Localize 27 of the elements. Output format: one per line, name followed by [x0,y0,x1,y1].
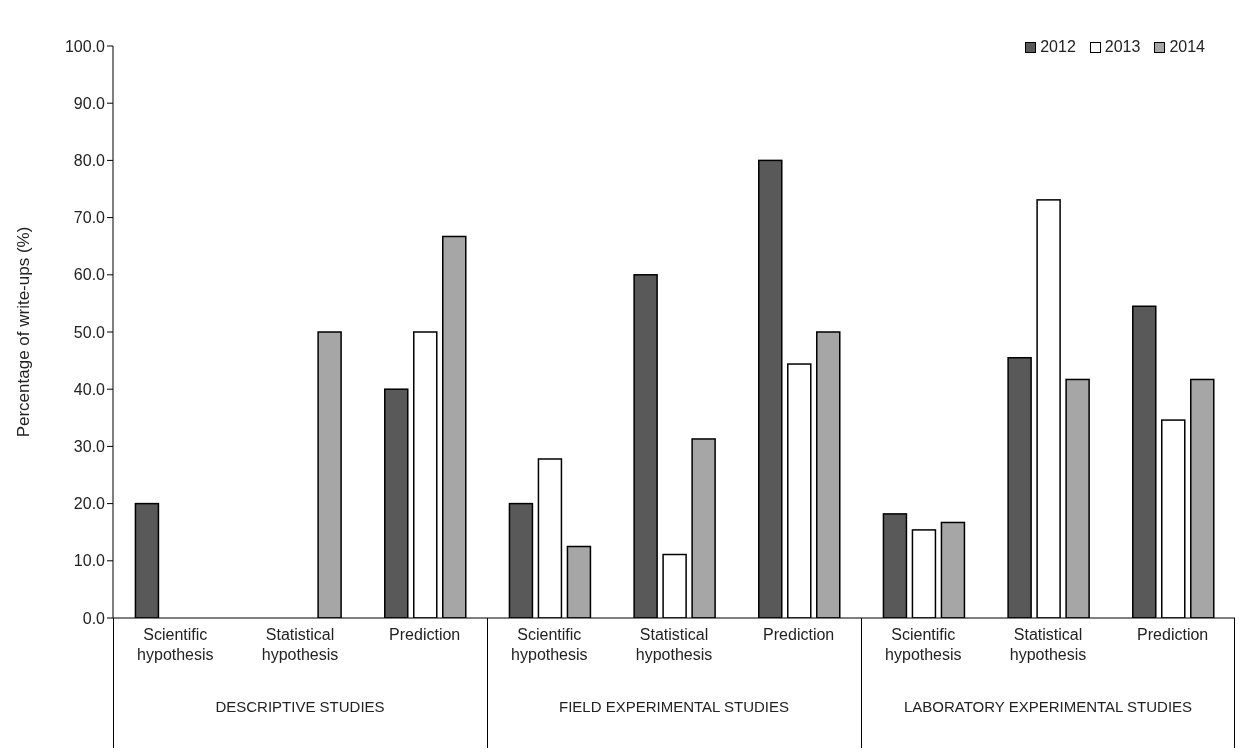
y-tick-label: 100.0 [64,37,106,55]
x-tick-label: Statistical hypothesis [1009,626,1087,663]
x-tick-label: Prediction [1137,626,1209,643]
text: LABORATORY EXPERIMENTAL STUDIES [902,698,1194,715]
y-tick-label: 0.0 [82,609,106,627]
y-tick-label: 80.0 [73,152,106,170]
y-tick-label: 90.0 [73,94,106,112]
y-tick-label: 60.0 [73,266,106,284]
x-tick-label: Scientific hypothesis [885,626,962,663]
y-tick-label: 30.0 [73,438,106,456]
x-tick-label: Scientific hypothesis [137,626,214,663]
x-tick-label: Scientific hypothesis [511,626,588,663]
y-tick-label: 40.0 [73,380,106,398]
legend-label: 2012 [1039,38,1076,56]
x-tick-label: Prediction [763,626,835,643]
x-tick-label: Statistical hypothesis [261,626,339,663]
text: DESCRIPTIVE STUDIES [214,698,386,715]
y-axis-title: Percentage of write-ups (%) [14,226,34,438]
y-tick-label: 20.0 [73,495,106,513]
legend-label: 2014 [1168,38,1205,56]
x-tick-label: Prediction [389,626,461,643]
legend-label: 2013 [1103,38,1141,56]
y-tick-label: 50.0 [73,323,106,341]
y-tick-label: 10.0 [73,552,106,570]
x-tick-label: Statistical hypothesis [635,626,713,663]
y-tick-label: 70.0 [73,209,106,227]
text: FIELD EXPERIMENTAL STUDIES [557,698,790,715]
